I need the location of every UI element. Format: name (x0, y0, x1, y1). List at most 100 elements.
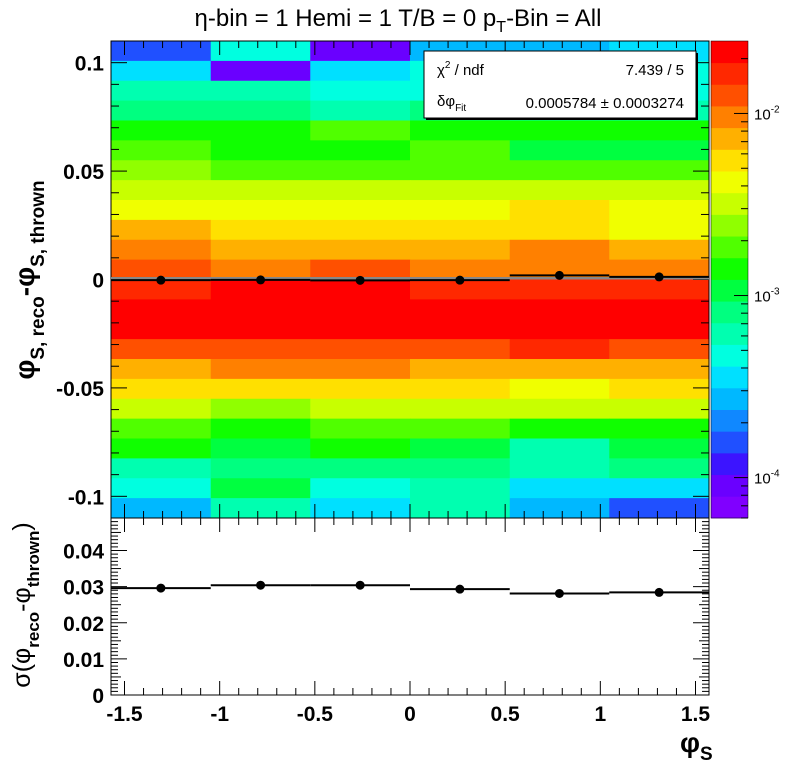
colorbar-segment (711, 41, 748, 64)
colorbar-segment (711, 409, 748, 432)
width-point (554, 588, 564, 598)
colorbar-segment (711, 322, 748, 345)
colorbar-segment (711, 84, 748, 107)
heatmap-cell (210, 418, 311, 439)
heatmap-cell (609, 478, 710, 499)
colorbar-segment (711, 257, 748, 280)
heatmap-cell (509, 339, 610, 360)
title-sub: T (496, 19, 506, 36)
top-y-tick-label: 0.1 (75, 53, 105, 76)
heatmap-cell (111, 398, 212, 420)
heatmap-cell (509, 120, 610, 141)
colorbar-segment (711, 127, 748, 150)
heatmap-cell (210, 319, 311, 340)
heatmap-cell (210, 438, 311, 459)
heatmap-cell (210, 120, 311, 141)
heatmap-cell (310, 458, 411, 479)
heatmap-cell (310, 438, 411, 459)
heatmap-cell (509, 359, 610, 380)
heatmap-cell (509, 299, 610, 320)
heatmap-cell (410, 140, 511, 161)
fit-stats-shadow-right (696, 53, 698, 120)
heatmap-cell (609, 239, 710, 261)
bottom-y-tick-labels: 0 0.01 0.02 0.03 0.04 (63, 541, 104, 708)
width-series (111, 580, 709, 598)
heatmap-cell (509, 478, 610, 499)
heatmap-cell (111, 378, 212, 400)
bottom-y-tick-label: 0.02 (63, 613, 104, 636)
heatmap-cell (609, 140, 710, 161)
heatmap-cell (310, 41, 411, 62)
profile-point (156, 275, 166, 285)
title-rest: -Bin = All (506, 5, 601, 32)
heatmap-cell (310, 299, 411, 320)
colorbar-segment (711, 366, 748, 389)
heatmap-cell (509, 418, 610, 439)
heatmap-cell (410, 120, 511, 141)
heatmap-cell (609, 498, 710, 519)
heatmap-cell (410, 418, 511, 439)
heatmap-cell (609, 219, 710, 241)
top-y-axis-title: φS, reco-φS, thrown (9, 180, 49, 379)
heatmap-cell (410, 180, 511, 201)
heatmap-cell (410, 219, 511, 241)
heatmap-cell (609, 180, 710, 201)
heatmap-cell (111, 259, 212, 280)
heatmap-cell (310, 478, 411, 499)
heatmap-cell (210, 279, 311, 300)
heatmap-cell (310, 398, 411, 420)
heatmap-cell (410, 339, 511, 360)
bottom-axis-ticks (111, 518, 709, 696)
x-axis-title: φS (680, 727, 713, 765)
heatmap-cell (509, 140, 610, 161)
heatmap-cell (509, 180, 610, 201)
heatmap-cell (609, 299, 710, 320)
heatmap-cell (310, 319, 411, 340)
colorbar-tick-label: 10-3 (754, 287, 780, 306)
width-point (355, 580, 365, 590)
bottom-frame (110, 517, 710, 696)
heatmap-cell (210, 239, 311, 261)
heatmap-cell (609, 458, 710, 479)
heatmap-cell (310, 80, 411, 102)
heatmap-cell (310, 378, 411, 400)
width-point (256, 580, 266, 590)
heatmap-cell (310, 180, 411, 201)
heatmap-cell (609, 120, 710, 141)
heatmap-cell (310, 498, 411, 519)
colorbar-segment (711, 387, 748, 410)
heatmap-cell (609, 438, 710, 459)
heatmap-cell (410, 438, 511, 459)
heatmap-cell (210, 160, 311, 181)
dphi-label: δφFit (437, 93, 466, 114)
colorbar (710, 40, 749, 519)
bottom-y-tick-label: 0 (92, 685, 104, 708)
heatmap-cell (509, 438, 610, 459)
heatmap-cell (609, 378, 710, 400)
chi2-value: 7.439 / 5 (626, 62, 684, 79)
heatmap-cell (210, 299, 311, 320)
heatmap-cell (210, 478, 311, 499)
dphi-value: 0.0005784 ± 0.0003274 (526, 95, 684, 112)
bottom-x-tick-label: -1.5 (106, 703, 143, 726)
heatmap-cell (509, 319, 610, 340)
heatmap-cell (111, 200, 212, 221)
bottom-y-tick-label: 0.01 (63, 649, 104, 672)
heatmap-cell (111, 299, 212, 320)
heatmap-cell (111, 458, 212, 479)
colorbar-segment (711, 62, 748, 85)
colorbar-segment (711, 279, 748, 302)
heatmap-cell (111, 100, 212, 121)
heatmap-cell (509, 219, 610, 241)
heatmap-cell (410, 160, 511, 181)
heatmap-cell (509, 458, 610, 479)
profile-point (355, 275, 365, 285)
heatmap-cell (310, 359, 411, 380)
bottom-x-tick-label: 0 (404, 703, 416, 726)
heatmap-cell (410, 478, 511, 499)
chi2-label: χ2 / ndf (437, 60, 485, 79)
bottom-x-tick-label: 1.5 (681, 703, 711, 726)
heatmap-cell (310, 239, 411, 261)
